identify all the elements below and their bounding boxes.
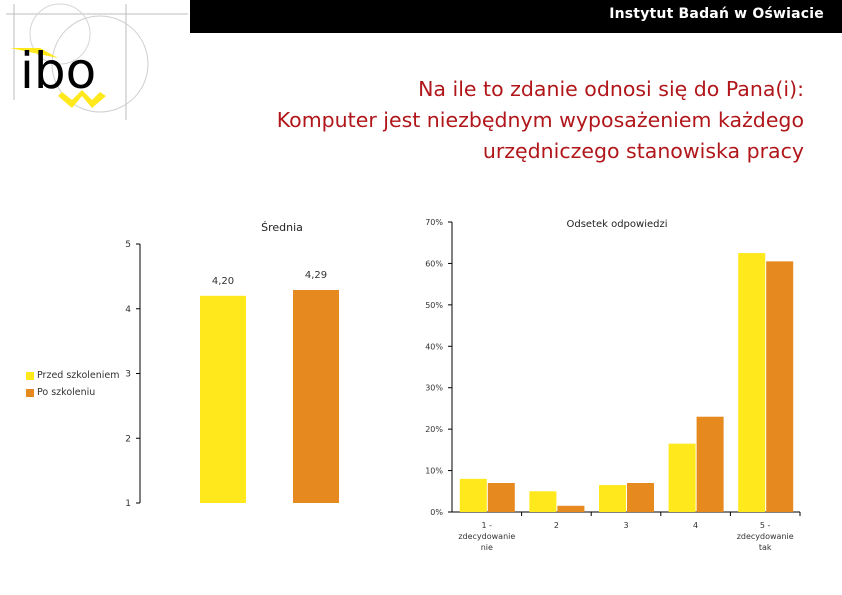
legend-swatch-before xyxy=(26,372,34,380)
y-tick-label: 0% xyxy=(430,508,443,517)
ibo-logo: ibo xyxy=(6,3,188,120)
bar xyxy=(599,485,626,512)
bar xyxy=(557,505,585,512)
organization-name: Instytut Badań w Oświacie xyxy=(609,6,824,22)
bar xyxy=(766,261,794,512)
x-tick-label: 4 xyxy=(693,521,698,530)
y-tick-label: 3 xyxy=(125,370,131,380)
x-tick-label: 3 xyxy=(623,521,628,530)
y-tick-label: 10% xyxy=(425,467,443,476)
y-tick-label: 30% xyxy=(425,384,443,393)
x-tick-label: zdecydowanie xyxy=(737,532,794,541)
header-bar: Instytut Badań w Oświacie xyxy=(190,0,842,33)
slide-title: Na ile to zdanie odnosi się do Pana(i): … xyxy=(164,74,804,167)
legend-item-before: Przed szkoleniem xyxy=(26,370,120,387)
bar xyxy=(459,478,487,512)
bar xyxy=(487,483,515,512)
title-line-3: urzędniczego stanowiska pracy xyxy=(482,139,804,163)
y-tick-label: 1 xyxy=(125,499,131,509)
y-tick-label: 5 xyxy=(125,240,131,250)
chart-legend: Przed szkoleniem Po szkoleniu xyxy=(26,370,120,404)
y-tick-label: 40% xyxy=(425,342,443,351)
x-tick-label: nie xyxy=(481,543,493,552)
y-tick-label: 4 xyxy=(125,305,131,315)
x-tick-label: 1 - xyxy=(482,521,493,530)
title-line-2: Komputer jest niezbędnym wyposażeniem ka… xyxy=(276,108,804,132)
y-tick-label: 50% xyxy=(425,301,443,310)
y-tick-label: 20% xyxy=(425,425,443,434)
x-tick-label: tak xyxy=(759,543,772,552)
chart-title: Odsetek odpowiedzi xyxy=(566,219,667,230)
x-tick-label: zdecydowanie xyxy=(458,532,515,541)
chart-title: Średnia xyxy=(261,221,303,234)
y-tick-label: 70% xyxy=(425,218,443,227)
x-tick-label: 2 xyxy=(554,521,559,530)
bar xyxy=(627,483,654,512)
title-line-1: Na ile to zdanie odnosi się do Pana(i): xyxy=(418,77,804,101)
x-tick-label: 5 - xyxy=(760,521,771,530)
legend-item-after: Po szkoleniu xyxy=(26,387,120,404)
logo-text: ibo xyxy=(20,42,96,100)
legend-label-after: Po szkoleniu xyxy=(37,387,96,398)
bar xyxy=(668,443,696,512)
y-tick-label: 2 xyxy=(125,434,131,444)
bar xyxy=(293,289,339,503)
bar xyxy=(696,416,724,512)
bar xyxy=(738,253,766,513)
data-label: 4,20 xyxy=(212,276,234,287)
y-tick-label: 60% xyxy=(425,259,443,268)
data-label: 4,29 xyxy=(305,270,327,281)
bar xyxy=(529,491,557,512)
legend-label-before: Przed szkoleniem xyxy=(37,370,120,381)
legend-swatch-after xyxy=(26,389,34,397)
bar xyxy=(200,295,246,503)
